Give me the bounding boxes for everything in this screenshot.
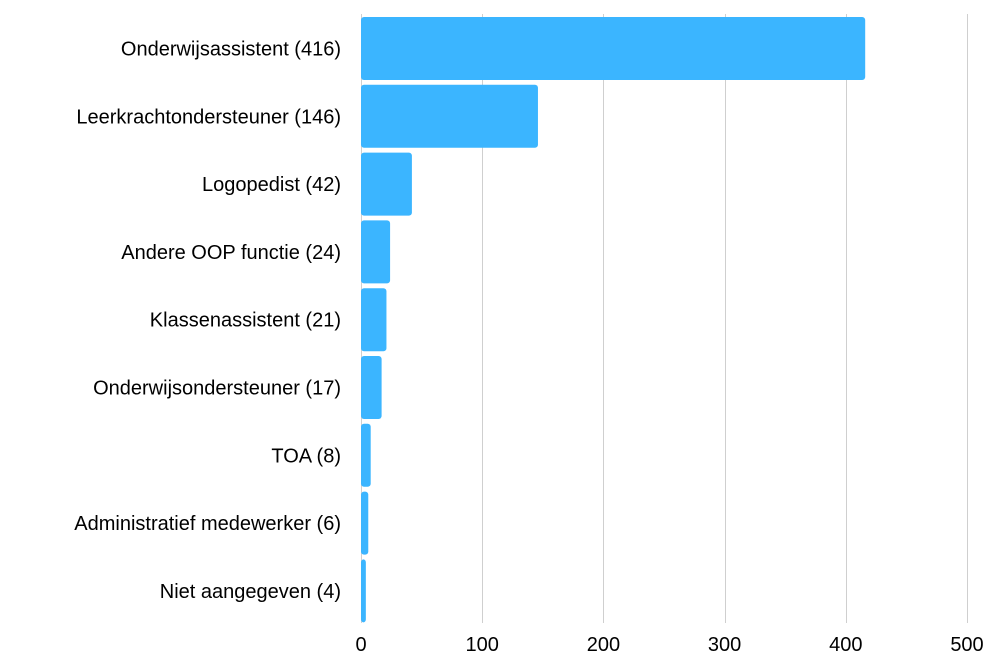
- category-label: Klassenassistent (21): [150, 310, 341, 332]
- category-label: Leerkrachtondersteuner (146): [76, 106, 341, 128]
- x-tick-label: 200: [587, 634, 620, 656]
- bar: [361, 559, 366, 623]
- bar: [361, 220, 391, 284]
- x-tick-label: 400: [829, 634, 862, 656]
- category-label: TOA (8): [271, 445, 341, 467]
- category-label: Onderwijsondersteuner (17): [93, 378, 341, 400]
- bar: [361, 17, 866, 80]
- x-tick-label: 0: [355, 634, 366, 656]
- bars-layer: [361, 17, 866, 623]
- bar: [361, 356, 382, 419]
- bar: [361, 288, 387, 352]
- category-label: Niet aangegeven (4): [160, 581, 341, 603]
- x-tick-label: 100: [466, 634, 499, 656]
- x-axis-ticks: 0 100 200 300 400 500: [355, 634, 983, 656]
- category-labels: Onderwijsassistent (416) Leerkrachtonders…: [74, 39, 341, 603]
- bar: [361, 152, 412, 216]
- bar: [361, 423, 371, 487]
- category-label: Andere OOP functie (24): [121, 242, 341, 264]
- x-tick-label: 300: [708, 634, 741, 656]
- category-label: Logopedist (42): [202, 174, 341, 196]
- x-tick-label: 500: [950, 634, 983, 656]
- bar: [361, 84, 538, 148]
- category-label: Onderwijsassistent (416): [121, 39, 341, 61]
- category-label: Administratief medewerker (6): [74, 513, 341, 535]
- bar: [361, 491, 369, 555]
